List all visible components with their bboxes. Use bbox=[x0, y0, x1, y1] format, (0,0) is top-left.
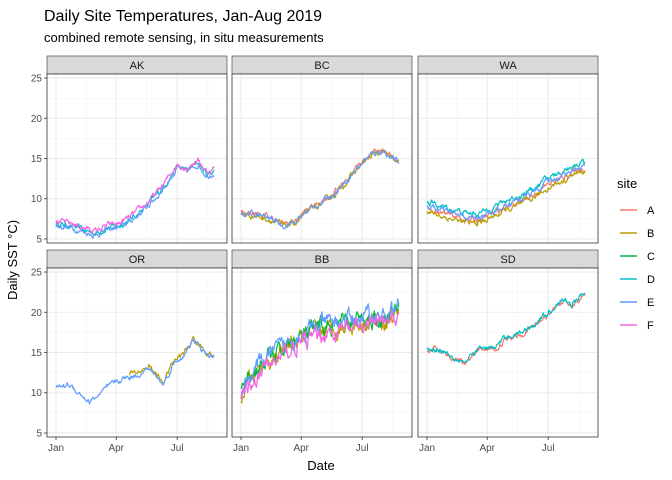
panel-border bbox=[231, 73, 413, 244]
series-line-d bbox=[426, 292, 586, 363]
facet-strip-label: BB bbox=[315, 254, 330, 266]
facet-panels: AK 5 10 15 20 25 BC WA OR 5 10 15 20 25 Jan Apr Jul BB Jan… bbox=[31, 55, 599, 454]
y-tick-label: 5 bbox=[36, 428, 42, 439]
panel-border bbox=[417, 267, 599, 438]
legend-label: F bbox=[647, 320, 654, 332]
panel-border bbox=[231, 267, 413, 438]
legend-item-b: B bbox=[620, 228, 654, 240]
legend-title: site bbox=[617, 176, 637, 191]
facet-panel-wa: WA bbox=[417, 55, 599, 244]
chart-subtitle: combined remote sensing, in situ measure… bbox=[44, 30, 324, 45]
legend-item-a: A bbox=[620, 205, 655, 217]
series-line-f bbox=[55, 157, 215, 235]
facet-strip-label: WA bbox=[499, 60, 517, 72]
panel-grid bbox=[232, 268, 412, 437]
y-tick-label: 20 bbox=[31, 114, 43, 125]
panel-grid bbox=[418, 268, 598, 437]
legend-label: A bbox=[647, 205, 655, 217]
facet-strip-label: SD bbox=[500, 254, 515, 266]
y-tick-label: 10 bbox=[31, 388, 43, 399]
x-tick-label: Jul bbox=[171, 443, 184, 454]
legend-item-e: E bbox=[620, 297, 654, 309]
series-line-e bbox=[426, 163, 586, 221]
series-line-d bbox=[426, 158, 586, 218]
x-tick-label: Jul bbox=[542, 443, 555, 454]
legend-label: E bbox=[647, 297, 654, 309]
facet-strip-label: OR bbox=[129, 254, 146, 266]
x-tick-label: Jan bbox=[419, 443, 435, 454]
chart-title: Daily Site Temperatures, Jan-Aug 2019 bbox=[44, 8, 322, 25]
facet-panel-or: OR 5 10 15 20 25 Jan Apr Jul bbox=[31, 249, 228, 454]
series-line-e bbox=[240, 150, 400, 230]
panel-grid bbox=[47, 74, 227, 243]
x-tick-label: Jan bbox=[233, 443, 249, 454]
y-tick-label: 5 bbox=[36, 234, 42, 245]
legend-item-d: D bbox=[620, 274, 655, 286]
facet-panel-bb: BB Jan Apr Jul bbox=[231, 249, 413, 454]
y-axis-title: Daily SST °C) bbox=[5, 220, 20, 300]
legend-label: B bbox=[647, 228, 654, 240]
series-line-f bbox=[240, 309, 400, 400]
legend-item-f: F bbox=[620, 320, 654, 332]
facet-panel-bc: BC bbox=[231, 55, 413, 244]
panel-border bbox=[417, 73, 599, 244]
y-tick-label: 25 bbox=[31, 74, 43, 85]
x-tick-label: Jan bbox=[48, 443, 64, 454]
panel-grid bbox=[47, 268, 227, 437]
facet-panel-sd: SD Jan Apr Jul bbox=[417, 249, 599, 454]
facet-strip-label: BC bbox=[314, 60, 329, 72]
x-tick-label: Jul bbox=[356, 443, 369, 454]
series-line-a bbox=[426, 167, 586, 224]
series-line-b bbox=[426, 170, 586, 227]
facet-panel-ak: AK 5 10 15 20 25 bbox=[31, 55, 228, 245]
legend-label: C bbox=[647, 251, 655, 263]
legend-label: D bbox=[647, 274, 655, 286]
series-line-e bbox=[55, 338, 215, 405]
y-tick-label: 25 bbox=[31, 268, 43, 279]
panel-grid bbox=[232, 74, 412, 243]
panel-grid bbox=[418, 74, 598, 243]
y-tick-label: 10 bbox=[31, 194, 43, 205]
series-line-b bbox=[128, 335, 215, 384]
y-tick-label: 15 bbox=[31, 154, 43, 165]
y-tick-label: 20 bbox=[31, 308, 43, 319]
x-tick-label: Apr bbox=[479, 443, 495, 454]
y-tick-label: 15 bbox=[31, 348, 43, 359]
x-tick-label: Apr bbox=[293, 443, 309, 454]
facet-strip-label: AK bbox=[130, 60, 145, 72]
x-tick-label: Apr bbox=[108, 443, 124, 454]
x-axis-title: Date bbox=[307, 458, 334, 473]
legend-item-c: C bbox=[620, 251, 655, 263]
